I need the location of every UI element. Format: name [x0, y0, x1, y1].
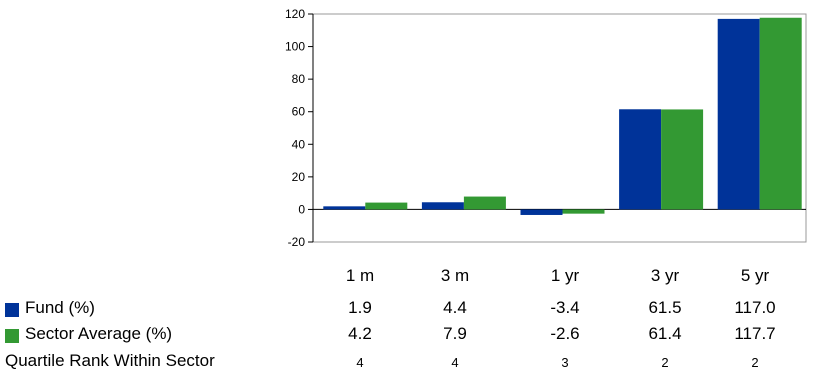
quartile-rank-1m: 4 — [356, 355, 364, 370]
y-tick-label: -20 — [288, 235, 306, 249]
fund-value-3yr: 61.5 — [648, 298, 682, 317]
bar-fund-3yr — [619, 109, 662, 210]
column-header-5yr: 5 yr — [740, 266, 770, 285]
y-tick-label: 60 — [292, 105, 306, 119]
y-tick-label: 100 — [285, 40, 305, 54]
bar-sector-1m — [365, 202, 408, 210]
bar-fund-5yr — [717, 18, 760, 210]
column-header-1m: 1 m — [345, 266, 375, 285]
bar-fund-1yr — [520, 209, 563, 215]
sector-value-1m: 4.2 — [348, 324, 372, 343]
column-header-3m: 3 m — [440, 266, 470, 285]
y-tick-label: 40 — [292, 137, 306, 151]
fund-row-label: Fund (%) — [25, 298, 95, 317]
bar-fund-1m — [323, 206, 366, 210]
bar-fund-3m — [421, 202, 464, 210]
fund-value-3m: 4.4 — [443, 298, 467, 317]
performance-chart: 120 100 80 60 40 20 0 -20 — [285, 7, 807, 249]
sector-value-3yr: 61.4 — [648, 324, 682, 343]
fund-legend-swatch — [5, 303, 19, 317]
fund-value-1yr: -3.4 — [550, 298, 580, 317]
y-tick-label: 80 — [292, 72, 306, 86]
quartile-rank-3m: 4 — [451, 355, 459, 370]
column-header-3yr: 3 yr — [650, 266, 680, 285]
column-header-1yr: 1 yr — [550, 266, 580, 285]
quartile-rank-label: Quartile Rank Within Sector — [5, 351, 215, 370]
bar-sector-1yr — [562, 209, 605, 214]
sector-value-1yr: -2.6 — [550, 324, 580, 343]
y-tick-label: 120 — [285, 7, 305, 21]
sector-row-label: Sector Average (%) — [25, 324, 173, 343]
bar-sector-3m — [463, 196, 506, 210]
fund-value-5yr: 117.0 — [734, 298, 776, 317]
quartile-rank-5yr: 2 — [751, 355, 759, 370]
bar-sector-3yr — [661, 109, 704, 210]
bar-layer — [323, 17, 802, 215]
quartile-rank-1yr: 3 — [561, 355, 569, 370]
sector-legend-swatch — [5, 329, 19, 343]
y-tick-label: 20 — [292, 170, 306, 184]
sector-value-5yr: 117.7 — [734, 324, 776, 343]
y-tick-label: 0 — [298, 202, 305, 216]
sector-value-3m: 7.9 — [443, 324, 467, 343]
bar-sector-5yr — [759, 17, 802, 210]
quartile-rank-3yr: 2 — [661, 355, 669, 370]
fund-value-1m: 1.9 — [348, 298, 372, 317]
